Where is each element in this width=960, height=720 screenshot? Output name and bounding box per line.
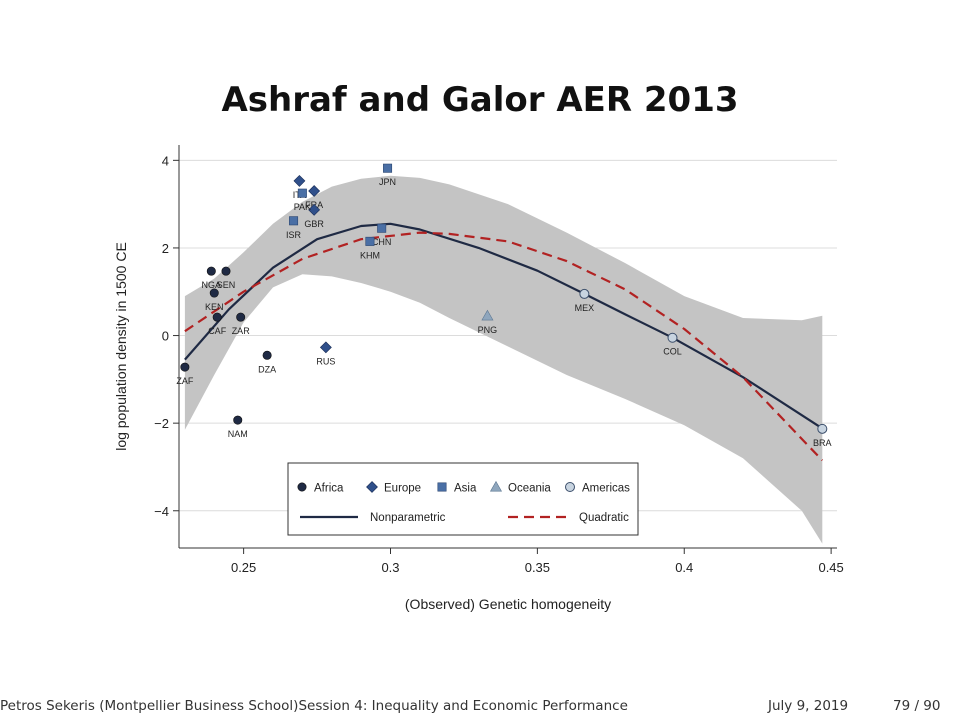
footer-page-number: 79 / 90 bbox=[893, 698, 941, 714]
point-label: NAM bbox=[228, 429, 248, 439]
point-label: GBR bbox=[304, 219, 324, 229]
point-ita bbox=[293, 174, 306, 187]
x-tick-label: 0.45 bbox=[818, 560, 843, 575]
point-sen bbox=[221, 266, 231, 276]
point-nam bbox=[233, 415, 243, 425]
point-label: ISR bbox=[286, 230, 302, 240]
point-col bbox=[667, 332, 678, 343]
point-gbr bbox=[308, 203, 321, 216]
x-tick-label: 0.3 bbox=[381, 560, 399, 575]
x-tick-label: 0.25 bbox=[231, 560, 256, 575]
point-isr bbox=[289, 216, 299, 226]
x-tick-label: 0.35 bbox=[525, 560, 550, 575]
point-zaf bbox=[180, 362, 190, 372]
point-caf bbox=[212, 312, 222, 322]
legend-label: Nonparametric bbox=[370, 512, 446, 524]
point-khm bbox=[365, 236, 375, 246]
y-tick-label: 4 bbox=[162, 153, 169, 168]
point-png bbox=[481, 309, 494, 321]
legend-marker-oceania bbox=[489, 480, 503, 492]
confidence-band bbox=[184, 175, 823, 544]
point-label: PNG bbox=[478, 325, 498, 335]
point-label: CHN bbox=[372, 237, 392, 247]
legend-marker-americas bbox=[565, 482, 575, 492]
legend-label: Oceania bbox=[508, 483, 551, 495]
point-fra bbox=[308, 185, 321, 197]
point-label: ZAR bbox=[232, 326, 251, 336]
data-points: ZAFNGASENKENCAFZARDZANAMITAFRAGBRRUSPAKI… bbox=[176, 163, 832, 448]
footer: Petros Sekeris (Montpellier Business Sch… bbox=[0, 698, 960, 720]
point-label: MEX bbox=[575, 303, 595, 313]
legend-label: Europe bbox=[384, 483, 421, 495]
point-label: COL bbox=[663, 347, 682, 357]
point-label: KEN bbox=[205, 302, 224, 312]
legend-marker-europe bbox=[366, 481, 378, 493]
x-tick-label: 0.4 bbox=[675, 560, 693, 575]
legend-label: Asia bbox=[454, 483, 477, 495]
slide-title: Ashraf and Galor AER 2013 bbox=[221, 80, 739, 120]
point-label: BRA bbox=[813, 438, 832, 448]
point-ken bbox=[209, 288, 219, 298]
legend-marker-asia bbox=[437, 482, 447, 492]
point-label: JPN bbox=[379, 177, 396, 187]
point-label: PAK bbox=[294, 202, 311, 212]
point-label: DZA bbox=[258, 364, 276, 374]
point-chn bbox=[377, 223, 387, 233]
point-rus bbox=[319, 341, 332, 354]
y-tick-label: −2 bbox=[154, 416, 169, 431]
point-jpn bbox=[383, 163, 393, 173]
y-tick-label: −4 bbox=[154, 504, 169, 519]
point-nga bbox=[206, 266, 216, 276]
point-label: RUS bbox=[316, 356, 335, 366]
point-label: SEN bbox=[217, 280, 236, 290]
point-label: ZAF bbox=[176, 376, 194, 386]
footer-date: July 9, 2019 bbox=[768, 698, 849, 714]
y-tick-label: 2 bbox=[162, 241, 169, 256]
fit-lines bbox=[184, 222, 824, 462]
y-tick-label: 0 bbox=[162, 329, 169, 344]
point-zar bbox=[236, 312, 246, 322]
point-mex bbox=[579, 288, 590, 299]
legend-marker-africa bbox=[297, 482, 307, 492]
point-bra bbox=[817, 423, 828, 434]
nonparametric-fit-line bbox=[184, 222, 823, 430]
point-label: CAF bbox=[208, 326, 227, 336]
footer-author-session: Petros Sekeris (Montpellier Business Sch… bbox=[0, 698, 628, 714]
x-axis-label: (Observed) Genetic homogeneity bbox=[405, 596, 611, 612]
point-label: NGA bbox=[202, 280, 222, 290]
point-label: KHM bbox=[360, 250, 380, 260]
confidence-band-layer bbox=[184, 175, 823, 544]
legend-box bbox=[287, 462, 639, 536]
legend-label: Africa bbox=[314, 483, 344, 495]
legend-label: Americas bbox=[582, 483, 630, 495]
legend: Africa Europe Asia Oceania Americas Nonparame… bbox=[287, 462, 639, 536]
y-axis-label: log population density in 1500 CE bbox=[113, 242, 129, 451]
point-pak bbox=[297, 188, 307, 198]
point-dza bbox=[262, 350, 272, 360]
axes: 4 2 0 −2 −4 0.25 0.3 0.35 0.4 0.45 bbox=[154, 145, 844, 575]
legend-label: Quadratic bbox=[579, 512, 629, 524]
